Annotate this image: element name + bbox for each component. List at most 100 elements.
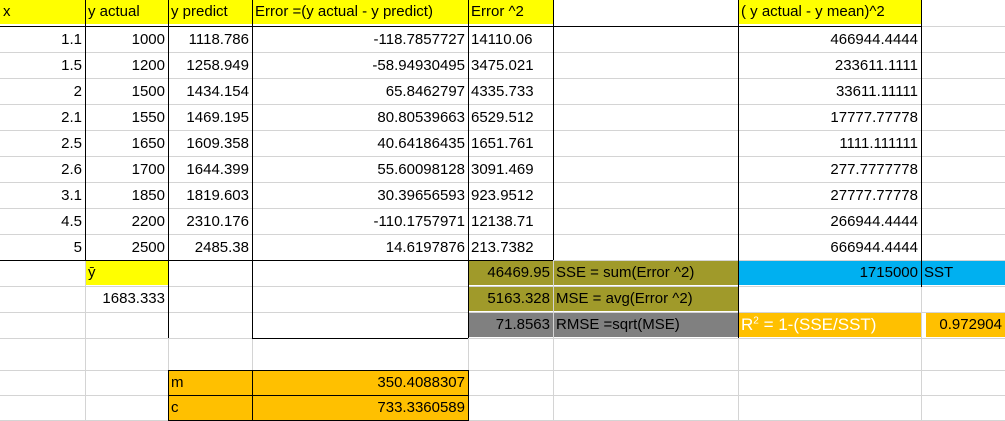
grid-h-line [0, 338, 1005, 339]
cell-border [252, 0, 253, 338]
cell-y-actual[interactable]: 1650 [131, 135, 165, 152]
cell-error[interactable]: 30.39656593 [377, 187, 465, 204]
grid-h-line [0, 130, 1005, 131]
cell-error[interactable]: 65.8462797 [385, 83, 465, 100]
cell-x[interactable]: 4.5 [61, 213, 82, 230]
r2-label[interactable]: R2 = 1-(SSE/SST) [738, 313, 921, 337]
grid-h-line [0, 104, 1005, 105]
cell-y-actual[interactable]: 1000 [131, 31, 165, 48]
cell-error-sq[interactable]: 213.7382 [471, 239, 534, 256]
cell-error[interactable]: 80.80539663 [377, 109, 465, 126]
header-empty-1[interactable] [553, 0, 738, 24]
sse-label[interactable]: SSE = sum(Error ^2) [553, 261, 738, 285]
cell-border [168, 395, 468, 396]
rmse-label[interactable]: RMSE =sqrt(MSE) [553, 313, 738, 337]
cell-error[interactable]: 55.60098128 [377, 161, 465, 178]
header-x[interactable]: x [0, 0, 85, 24]
grid-h-line [0, 208, 1005, 209]
cell-error-sq[interactable]: 923.9512 [471, 187, 534, 204]
cell-y-mean-sq[interactable]: 233611.1111 [834, 57, 918, 74]
cell-x[interactable]: 2.6 [61, 161, 82, 178]
cell-y-mean-sq[interactable]: 466944.4444 [830, 31, 918, 48]
rmse-value[interactable]: 71.8563 [468, 313, 553, 337]
header-y-predict[interactable]: y predict [168, 0, 252, 24]
header-error[interactable]: Error =(y actual - y predict) [252, 0, 468, 24]
cell-y-predict[interactable]: 1644.399 [186, 161, 249, 178]
cell-x[interactable]: 2.1 [61, 109, 82, 126]
grid-h-line [0, 370, 1005, 371]
cell-y-actual[interactable]: 1850 [131, 187, 165, 204]
cell-error-sq[interactable]: 3091.469 [471, 161, 534, 178]
cell-error-sq[interactable]: 3475.021 [471, 57, 534, 74]
cell-y-mean-sq[interactable]: 17777.77778 [830, 109, 918, 126]
header-error-sq[interactable]: Error ^2 [468, 0, 553, 24]
cell-error-sq[interactable]: 14110.06 [471, 31, 533, 48]
cell-error[interactable]: 14.6197876 [385, 239, 465, 256]
cell-y-predict[interactable]: 1118.786 [188, 31, 249, 48]
cell-y-actual[interactable]: 1550 [131, 109, 165, 126]
grid-h-line [0, 286, 1005, 287]
cell-error[interactable]: -118.7857727 [373, 31, 465, 48]
grid-h-line [0, 395, 1005, 396]
cell-border [168, 370, 169, 421]
y-mean-value[interactable]: 1683.333 [102, 290, 165, 307]
cell-y-actual[interactable]: 1500 [131, 83, 165, 100]
cell-y-mean-sq[interactable]: 27777.77778 [830, 187, 918, 204]
y-mean-label[interactable]: ȳ [85, 261, 168, 285]
cell-x[interactable]: 1.1 [61, 31, 82, 48]
sst-label[interactable]: SST [921, 261, 1005, 285]
m-label[interactable]: m [168, 371, 252, 395]
r2-label-sup: 2 [753, 315, 759, 327]
cell-error-sq[interactable]: 1651.761 [471, 135, 534, 152]
cell-x[interactable]: 5 [73, 239, 82, 256]
cell-y-predict[interactable]: 2485.38 [194, 239, 249, 256]
cell-error-sq[interactable]: 6529.512 [471, 109, 534, 126]
mse-value[interactable]: 5163.328 [468, 287, 553, 311]
cell-y-predict[interactable]: 1819.603 [186, 187, 249, 204]
grid-h-line [0, 156, 1005, 157]
header-y-mean-sq[interactable]: ( y actual - y mean)^2 [738, 0, 921, 24]
cell-x[interactable]: 1.5 [61, 57, 82, 74]
r2-label-base: R [741, 315, 754, 334]
cell-y-mean-sq[interactable]: 266944.4444 [830, 213, 918, 230]
cell-y-mean-sq[interactable]: 33611.11111 [835, 83, 918, 100]
mse-label[interactable]: MSE = avg(Error ^2) [553, 287, 738, 311]
cell-y-actual[interactable]: 1700 [131, 161, 165, 178]
cell-border [168, 370, 468, 371]
header-y-actual[interactable]: y actual [85, 0, 168, 24]
r2-value[interactable]: 0.972904 [926, 313, 1005, 337]
cell-border [738, 0, 739, 338]
cell-y-mean-sq[interactable]: 666944.4444 [830, 239, 918, 256]
sst-value[interactable]: 1715000 [738, 261, 921, 285]
cell-border [468, 370, 469, 421]
sse-value[interactable]: 46469.95 [468, 261, 553, 285]
cell-x[interactable]: 3.1 [61, 187, 82, 204]
cell-error[interactable]: 40.64186435 [377, 135, 465, 152]
cell-error-sq[interactable]: 12138.71 [471, 213, 534, 230]
cell-y-actual[interactable]: 2500 [131, 239, 165, 256]
cell-y-mean-sq[interactable]: 1111.111111 [839, 135, 918, 152]
cell-border [252, 370, 253, 421]
cell-border [85, 0, 86, 260]
m-value[interactable]: 350.4088307 [252, 371, 468, 395]
cell-error[interactable]: -58.94930495 [372, 57, 465, 74]
c-label[interactable]: c [168, 396, 252, 420]
cell-y-mean-sq[interactable]: 277.7777778 [830, 161, 918, 178]
c-value[interactable]: 733.3360589 [252, 396, 468, 420]
cell-error[interactable]: -110.1757971 [373, 213, 465, 230]
cell-y-actual[interactable]: 2200 [131, 213, 165, 230]
cell-y-predict[interactable]: 1469.195 [186, 109, 249, 126]
cell-y-actual[interactable]: 1200 [131, 57, 165, 74]
cell-y-predict[interactable]: 2310.176 [186, 213, 249, 230]
cell-y-predict[interactable]: 1258.949 [186, 57, 249, 74]
grid-h-line [0, 312, 1005, 313]
cell-x[interactable]: 2 [73, 83, 82, 100]
cell-x[interactable]: 2.5 [61, 135, 82, 152]
cell-error-sq[interactable]: 4335.733 [471, 83, 534, 100]
grid-h-line [0, 234, 1005, 235]
r2-label-rest: = 1-(SSE/SST) [758, 315, 877, 334]
cell-border [553, 0, 554, 260]
grid-h-line [0, 52, 1005, 53]
cell-y-predict[interactable]: 1434.154 [186, 83, 249, 100]
cell-y-predict[interactable]: 1609.358 [186, 135, 249, 152]
